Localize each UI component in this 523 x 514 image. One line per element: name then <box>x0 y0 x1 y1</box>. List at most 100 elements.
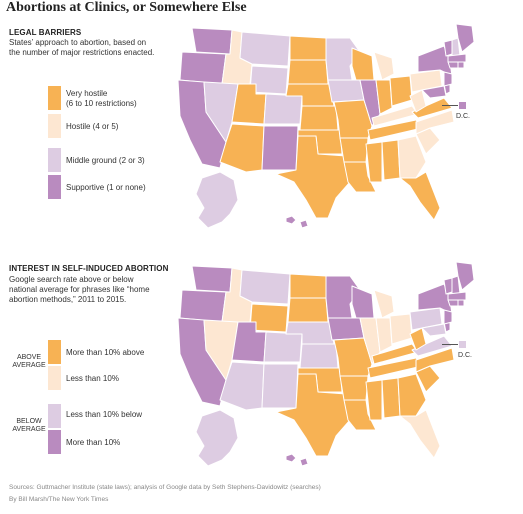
state-al <box>381 377 401 419</box>
above-average-label: ABOVE AVERAGE <box>12 354 46 369</box>
legend-swatch-less-below <box>48 404 61 428</box>
interest-description: Google search rate above or below nation… <box>9 275 150 304</box>
state-ms <box>365 379 383 421</box>
state-wa <box>191 27 233 55</box>
state-oh <box>389 313 413 345</box>
state-wv <box>409 327 427 351</box>
state-ri <box>457 61 465 69</box>
state-ia <box>327 79 365 103</box>
legend-swatch-middle <box>48 148 61 172</box>
dc-swatch <box>459 341 466 348</box>
state-in <box>375 79 393 115</box>
dc-label: D.C. <box>456 113 470 120</box>
state-ma <box>447 53 467 63</box>
state-wi <box>351 47 375 81</box>
legend-swatch-very-hostile <box>48 86 61 110</box>
legal-barriers-map <box>177 23 475 229</box>
legend-swatch-hostile <box>48 114 61 138</box>
dc-leader-line <box>442 344 458 345</box>
state-wa <box>191 265 233 293</box>
state-al <box>381 139 401 181</box>
state-or <box>179 51 227 85</box>
interest-panel: INTEREST IN SELF-INDUCED ABORTION Google… <box>0 261 523 472</box>
legend-label-less-below: Less than 10% below <box>66 410 143 419</box>
state-ga <box>397 135 427 179</box>
dc-leader-line <box>442 105 458 106</box>
state-sd <box>287 59 329 85</box>
legend-swatch-less-above <box>48 366 61 390</box>
state-mt <box>239 269 291 305</box>
state-sd <box>287 297 329 323</box>
state-tx <box>275 135 351 219</box>
state-la <box>343 399 377 431</box>
state-co <box>263 331 303 363</box>
legend-sub-very-hostile: (6 to 10 restrictions) <box>66 99 137 108</box>
legal-heading: LEGAL BARRIERS <box>9 28 82 37</box>
state-wv <box>409 89 427 113</box>
legend-label-hostile: Hostile (4 or 5) <box>66 122 119 131</box>
interest-heading: INTEREST IN SELF-INDUCED ABORTION <box>9 264 169 273</box>
state-ia <box>327 317 365 341</box>
state-in <box>375 317 393 353</box>
interest-map <box>177 261 475 467</box>
legal-description: States’ approach to abortion, based on t… <box>9 38 155 57</box>
state-md <box>421 85 447 99</box>
state-ar <box>339 137 369 163</box>
state-vt <box>443 39 453 57</box>
state-hi <box>285 453 309 467</box>
state-wi <box>351 285 375 319</box>
state-ma <box>447 291 467 301</box>
state-va <box>411 335 453 357</box>
state-or <box>179 289 227 323</box>
state-ms <box>365 141 383 183</box>
state-nd <box>289 35 327 61</box>
state-oh <box>389 75 413 107</box>
state-ga <box>397 373 427 417</box>
state-vt <box>443 277 453 295</box>
legend-label-very-hostile: Very hostile <box>66 89 108 98</box>
legend-label-more-above: More than 10% above <box>66 348 145 357</box>
state-fl <box>399 171 441 221</box>
legend-label-middle: Middle ground (2 or 3) <box>66 156 145 165</box>
dc-label: D.C. <box>458 352 472 359</box>
state-nm <box>261 125 299 171</box>
state-mt <box>239 31 291 67</box>
sources-note: Sources: Guttmacher Institute (state law… <box>9 484 321 491</box>
state-la <box>343 161 377 193</box>
byline: By Bill Marsh/The New York Times <box>9 496 109 503</box>
state-co <box>263 93 303 125</box>
state-hi <box>285 215 309 229</box>
state-md <box>421 323 447 337</box>
state-va <box>411 97 453 119</box>
state-fl <box>399 409 441 459</box>
state-ct <box>447 61 459 69</box>
state-nm <box>261 363 299 409</box>
state-ri <box>457 299 465 307</box>
state-nd <box>289 273 327 299</box>
state-nj <box>443 309 453 325</box>
state-ak <box>195 171 239 229</box>
state-ak <box>195 409 239 467</box>
legend-label-supportive: Supportive (1 or none) <box>66 183 146 192</box>
state-ks <box>299 105 339 131</box>
state-me <box>455 23 475 53</box>
dc-swatch <box>459 102 466 109</box>
legend-swatch-more-below <box>48 430 61 454</box>
state-ks <box>299 343 339 369</box>
state-tx <box>275 373 351 457</box>
state-nj <box>443 71 453 87</box>
state-nc <box>415 347 455 373</box>
legal-barriers-panel: LEGAL BARRIERS States’ approach to abort… <box>0 22 523 254</box>
page-title: Abortions at Clinics, or Somewhere Else <box>6 0 247 15</box>
state-me <box>455 261 475 291</box>
state-ar <box>339 375 369 401</box>
state-mi <box>373 51 395 81</box>
legend-label-more-below: More than 10% <box>66 438 121 447</box>
state-mi <box>373 289 395 319</box>
below-average-label: BELOW AVERAGE <box>12 418 46 433</box>
legend-swatch-supportive <box>48 175 61 199</box>
state-nc <box>415 109 455 135</box>
state-ct <box>447 299 459 307</box>
legend-label-less-above: Less than 10% <box>66 374 119 383</box>
legend-swatch-more-above <box>48 340 61 364</box>
